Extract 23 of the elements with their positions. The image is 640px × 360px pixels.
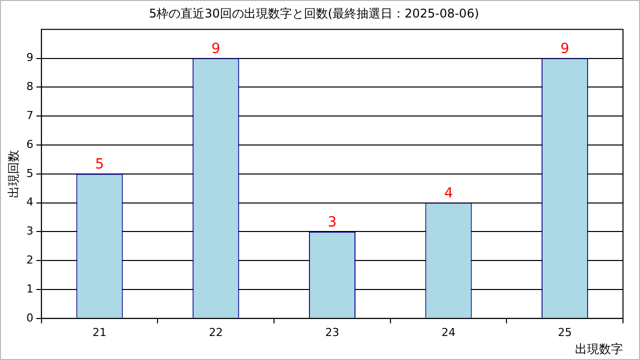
chart-title: 5枠の直近30回の出現数字と回数(最終抽選日：2025-08-06) <box>148 6 480 20</box>
y-tick-label: 6 <box>26 138 34 151</box>
data-label: 4 <box>444 185 454 202</box>
x-tick-label: 22 <box>208 326 223 339</box>
y-tick-label: 3 <box>26 224 34 238</box>
y-tick-label: 1 <box>26 282 34 296</box>
y-tick-label: 7 <box>26 108 34 122</box>
y-axis-title: 出現回数 <box>6 150 20 198</box>
x-tick-label: 21 <box>92 326 107 339</box>
y-tick-label: 9 <box>26 51 34 64</box>
y-tick-label: 2 <box>26 253 34 266</box>
x-tick-label: 23 <box>325 326 340 339</box>
data-label: 9 <box>211 40 220 57</box>
data-label: 9 <box>560 40 570 57</box>
y-tick-label: 4 <box>26 196 34 209</box>
data-label: 5 <box>95 156 104 173</box>
x-tick-label: 25 <box>558 326 572 339</box>
y-tick-label: 5 <box>26 166 34 180</box>
x-tick-label: 24 <box>442 326 456 339</box>
data-label: 3 <box>328 214 337 230</box>
y-tick-label: 8 <box>26 80 34 94</box>
x-axis-title: 出現数字 <box>575 342 623 356</box>
y-tick-label: 0 <box>26 311 34 324</box>
